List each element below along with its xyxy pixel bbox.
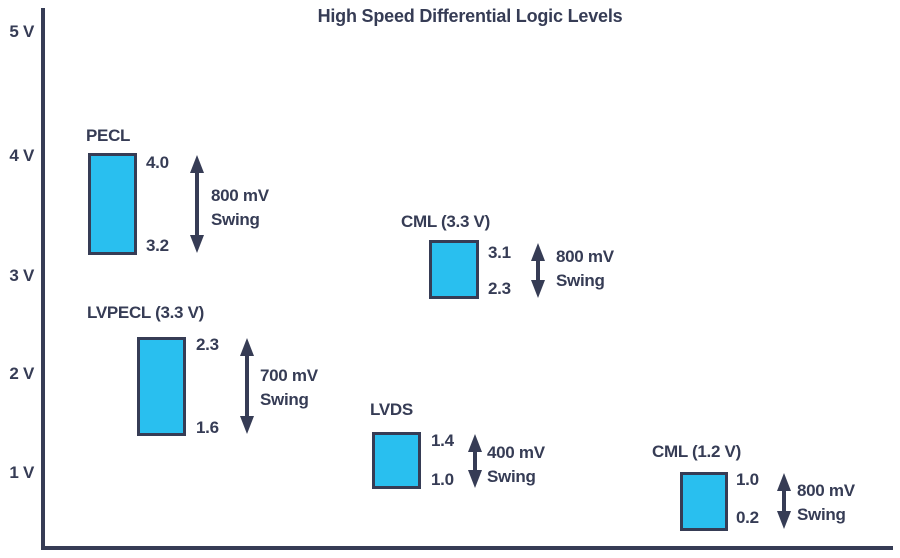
low-level-value-cml-1v2: 0.2: [736, 508, 759, 527]
arrowhead-down-icon: [531, 280, 545, 298]
arrowhead-up-icon: [240, 338, 254, 356]
y-tick-3v: 3 V: [9, 266, 34, 285]
y-tick-1v: 1 V: [9, 463, 34, 482]
arrowhead-down-icon: [777, 511, 791, 529]
arrowhead-up-icon: [190, 155, 204, 173]
swing-word: Swing: [797, 505, 846, 524]
x-axis-line: [41, 546, 893, 550]
swing-amount: 800 mV: [797, 481, 855, 500]
swing-word: Swing: [211, 210, 260, 229]
swing-amount: 800 mV: [556, 247, 614, 266]
y-tick-2v: 2 V: [9, 364, 34, 383]
y-tick-4v: 4 V: [9, 146, 34, 165]
arrow-shaft: [536, 261, 540, 280]
arrow-shaft: [195, 173, 199, 235]
arrowhead-up-icon: [468, 434, 482, 452]
low-level-value-cml-3v3: 2.3: [488, 279, 511, 298]
swing-label-cml-3v3: 800 mV Swing: [556, 245, 614, 293]
swing-arrow-icon-pecl: [190, 155, 204, 253]
family-label-pecl: PECL: [86, 126, 131, 145]
swing-word: Swing: [260, 390, 309, 409]
swing-word: Swing: [487, 467, 536, 486]
swing-word: Swing: [556, 271, 605, 290]
y-axis-line: [41, 8, 45, 550]
voltage-range-bar-pecl: [88, 153, 137, 255]
family-label-cml-1v2: CML (1.2 V): [652, 442, 741, 461]
arrow-shaft: [782, 491, 786, 511]
arrowhead-up-icon: [777, 473, 791, 491]
low-level-value-lvpecl: 1.6: [196, 418, 219, 437]
swing-label-pecl: 800 mV Swing: [211, 184, 269, 232]
high-level-value-lvds: 1.4: [431, 431, 454, 450]
swing-arrow-icon-lvpecl: [240, 338, 254, 434]
swing-arrow-icon-lvds: [468, 434, 482, 488]
swing-amount: 400 mV: [487, 443, 545, 462]
swing-label-lvds: 400 mV Swing: [487, 441, 545, 489]
arrow-shaft: [245, 356, 249, 416]
chart-title: High Speed Differential Logic Levels: [317, 6, 623, 26]
high-level-value-lvpecl: 2.3: [196, 335, 219, 354]
arrowhead-up-icon: [531, 243, 545, 261]
family-label-cml-3v3: CML (3.3 V): [401, 212, 490, 231]
y-tick-5v: 5 V: [9, 22, 34, 41]
swing-amount: 700 mV: [260, 366, 318, 385]
low-level-value-lvds: 1.0: [431, 470, 454, 489]
swing-label-cml-1v2: 800 mV Swing: [797, 479, 855, 527]
low-level-value-pecl: 3.2: [146, 236, 169, 255]
high-level-value-pecl: 4.0: [146, 153, 169, 172]
swing-label-lvpecl: 700 mV Swing: [260, 364, 318, 412]
arrowhead-down-icon: [468, 470, 482, 488]
family-label-lvpecl: LVPECL (3.3 V): [87, 303, 205, 322]
voltage-range-bar-cml-3v3: [429, 240, 479, 299]
swing-amount: 800 mV: [211, 186, 269, 205]
high-level-value-cml-1v2: 1.0: [736, 470, 759, 489]
arrow-shaft: [473, 452, 477, 470]
high-level-value-cml-3v3: 3.1: [488, 243, 511, 262]
swing-arrow-icon-cml-3v3: [531, 243, 545, 298]
arrowhead-down-icon: [240, 416, 254, 434]
arrowhead-down-icon: [190, 235, 204, 253]
voltage-range-bar-cml-1v2: [680, 472, 728, 531]
voltage-range-bar-lvpecl: [137, 337, 186, 436]
voltage-range-bar-lvds: [372, 432, 421, 489]
family-label-lvds: LVDS: [370, 400, 413, 419]
swing-arrow-icon-cml-1v2: [777, 473, 791, 529]
